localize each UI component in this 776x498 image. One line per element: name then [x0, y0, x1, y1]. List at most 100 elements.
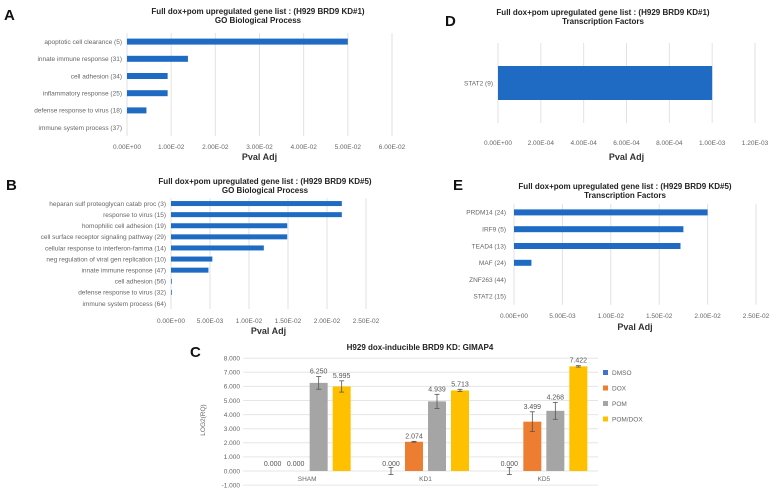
x-tick-label: 1.00E-03 — [699, 140, 726, 147]
category-label: MAF (24) — [479, 260, 506, 267]
category-label: KD1 — [419, 476, 432, 483]
legend-swatch — [603, 385, 608, 391]
category-label: IRF9 (5) — [482, 227, 506, 234]
x-tick-label: 5.00E-03 — [197, 318, 224, 325]
x-tick-label: 1.00E-02 — [158, 144, 185, 151]
bar — [514, 226, 684, 233]
bar — [171, 245, 264, 251]
bar — [498, 66, 713, 100]
category-label: neg regulation of viral gen replication … — [46, 256, 166, 263]
category-label: defense response to virus (32) — [78, 290, 166, 297]
chart-title: Full dox+pom upregulated gene list : (H9… — [158, 177, 371, 186]
data-label: 2.074 — [405, 433, 423, 440]
data-label: 5.713 — [451, 381, 469, 388]
x-axis-label: Pval Adj — [251, 326, 286, 336]
bar — [171, 223, 288, 229]
category-label: cellular response to interferon-famma (1… — [45, 245, 166, 252]
data-label: 3.499 — [524, 404, 542, 411]
x-axis-label: Pval Adj — [609, 152, 644, 162]
legend-label: DMSO — [612, 370, 632, 377]
bar — [127, 90, 168, 97]
category-label: TEAD4 (13) — [472, 243, 506, 250]
bar — [171, 201, 342, 207]
bar — [171, 278, 172, 284]
legend-swatch — [603, 401, 608, 406]
x-tick-label: 4.00E-04 — [570, 140, 597, 147]
category-label: apoptotic cell clearance (5) — [44, 39, 122, 46]
chart-panel-a: A Full dox+pom upregulated gene list : (H… — [4, 7, 406, 162]
category-label: STAT2 (9) — [464, 80, 493, 87]
x-axis-label: Pval Adj — [242, 152, 277, 162]
x-tick-label: 3.00E-02 — [246, 144, 273, 151]
x-tick-label: 5.00E-02 — [335, 144, 362, 151]
x-tick-label: 6.00E-02 — [379, 144, 406, 151]
x-tick-label: 8.00E-04 — [656, 140, 683, 147]
category-label: SHAM — [298, 476, 317, 483]
bar — [569, 366, 588, 471]
x-tick-label: 5.00E-03 — [549, 313, 576, 320]
category-label: cell surface receptor signaling pathway … — [41, 234, 166, 241]
chart-title: Full dox+pom upregulated gene list : (H9… — [518, 182, 731, 191]
data-label: 4.268 — [547, 394, 565, 401]
data-label: 0.000 — [501, 461, 519, 468]
chart-title: H929 dox-inducible BRD9 KD: GIMAP4 — [347, 343, 494, 352]
category-label: inflammatory response (25) — [43, 91, 122, 98]
bar — [546, 410, 565, 471]
chart-title: Full dox+pom upregulated gene list : (H9… — [151, 7, 364, 16]
x-tick-label: 2.50E-02 — [353, 318, 380, 325]
category-label: defense response to virus (18) — [34, 108, 122, 115]
y-tick-label: 0.000 — [224, 468, 241, 475]
x-tick-label: 2.00E-02 — [202, 144, 229, 151]
data-label: 0.000 — [382, 461, 400, 468]
chart-panel-c: C H929 dox-inducible BRD9 KD: GIMAP4 -1.00… — [190, 343, 643, 489]
x-tick-label: 2.00E-04 — [528, 140, 555, 147]
x-tick-label: 0.00E+00 — [484, 140, 512, 147]
x-tick-label: 2.50E-02 — [743, 313, 770, 320]
category-label: response to virus (15) — [103, 212, 166, 219]
bar — [127, 73, 168, 79]
category-label: innate immune response (47) — [81, 267, 166, 274]
data-label: 6.250 — [310, 369, 328, 376]
y-tick-label: 1.000 — [224, 454, 241, 461]
legend-label: DOX — [612, 386, 627, 393]
bar — [171, 212, 342, 218]
chart-panel-d: D Full dox+pom upregulated gene list : (H… — [445, 8, 769, 162]
bar — [171, 256, 213, 262]
category-label: immune system process (37) — [39, 125, 122, 132]
bar — [523, 421, 542, 471]
panel-letter: B — [6, 177, 17, 194]
category-label: innate immune response (31) — [37, 56, 122, 63]
category-label: STAT2 (15) — [473, 294, 506, 301]
x-tick-label: 1.00E-02 — [236, 318, 263, 325]
x-tick-label: 6.00E-04 — [613, 140, 640, 147]
panel-letter: E — [453, 177, 463, 194]
y-tick-label: 4.000 — [224, 412, 241, 419]
x-tick-label: 0.00E+00 — [500, 313, 528, 320]
x-tick-label: 0.00E+00 — [113, 144, 141, 151]
legend-swatch — [603, 416, 608, 422]
chart-panel-b: B Full dox+pom upregulated gene list : (H… — [6, 177, 380, 336]
x-axis-label: Pval Adj — [617, 322, 652, 332]
x-tick-label: 1.00E-02 — [598, 313, 625, 320]
legend-label: POM/DOX — [612, 417, 643, 424]
y-tick-label: -1.000 — [222, 482, 241, 489]
chart-title: GO Biological Process — [215, 16, 302, 25]
legend-label: POM — [612, 401, 627, 408]
bar — [514, 259, 532, 266]
x-tick-label: 1.50E-02 — [646, 313, 673, 320]
x-tick-label: 2.00E-02 — [694, 313, 721, 320]
bar — [428, 401, 446, 471]
data-label: 0.000 — [287, 461, 305, 468]
chart-title: Transcription Factors — [562, 17, 644, 26]
bar — [332, 386, 351, 471]
y-tick-label: 6.000 — [224, 384, 241, 391]
panel-letter: D — [445, 13, 456, 30]
bar — [171, 234, 288, 240]
y-tick-label: 8.000 — [224, 356, 241, 363]
panel-letter: C — [190, 344, 201, 361]
bar — [127, 107, 147, 114]
panel-letter: A — [4, 7, 15, 24]
category-label: PRDM14 (24) — [466, 210, 506, 217]
data-label: 0.000 — [264, 461, 282, 468]
category-label: homophilic cell adhesion (19) — [82, 223, 166, 230]
